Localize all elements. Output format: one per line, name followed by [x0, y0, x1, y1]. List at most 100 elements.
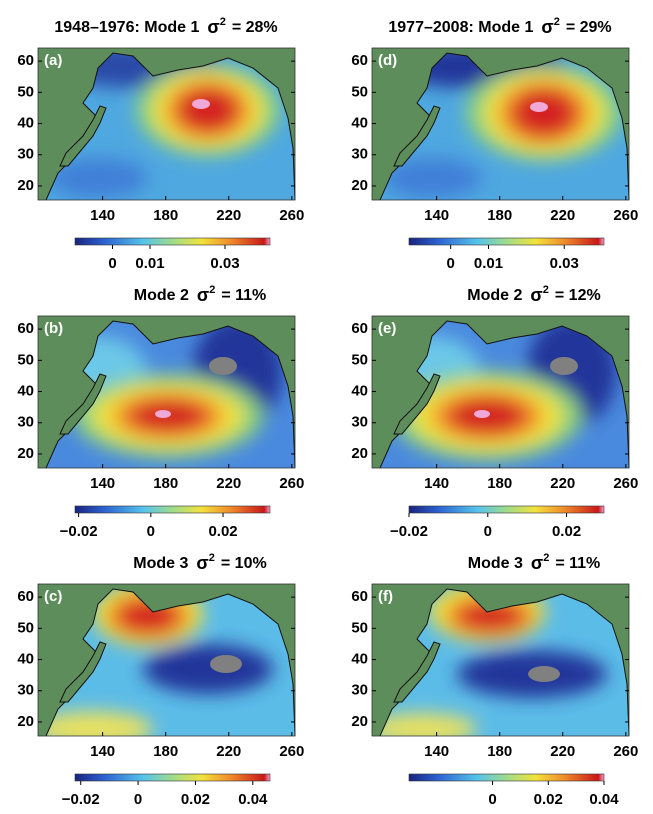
x-tick-label: 220 — [550, 475, 575, 492]
colorbar-tick-label: 0 — [134, 791, 142, 808]
field-blob — [46, 711, 153, 736]
y-tick-label: 50 — [17, 83, 34, 100]
y-tick-label: 40 — [351, 115, 368, 132]
panel-label: (f) — [378, 588, 393, 605]
panel-title: Mode 3 σ2 = 11% — [468, 552, 601, 573]
colorbar-tick-label: −0.02 — [60, 523, 98, 540]
field — [48, 53, 280, 198]
field-blob — [458, 602, 522, 630]
colorbar-tick-label: 0.04 — [238, 791, 268, 808]
x-tick-label: 220 — [550, 743, 575, 760]
y-tick-label: 40 — [17, 651, 34, 668]
panel-title: Mode 2 σ2 = 12% — [467, 284, 600, 305]
title-exponent: 2 — [209, 552, 215, 564]
field-blob — [380, 713, 477, 736]
japan — [393, 641, 441, 703]
y-tick-label: 60 — [17, 320, 34, 337]
japan — [393, 373, 441, 435]
x-tick-label: 140 — [424, 475, 449, 492]
x-tick-label: 140 — [424, 743, 449, 760]
colorbar-tick-label: 0 — [446, 255, 454, 272]
y-tick-label: 40 — [351, 651, 368, 668]
x-tick-label: 260 — [613, 207, 638, 224]
panel-title: 1977–2008: Mode 1 σ2 = 29% — [388, 16, 611, 37]
x-tick-label: 180 — [487, 475, 512, 492]
field-peak — [192, 99, 210, 109]
y-tick-label: 20 — [17, 713, 34, 730]
y-tick-label: 60 — [17, 52, 34, 69]
masked-area — [209, 357, 237, 375]
y-tick-label: 20 — [17, 177, 34, 194]
title-symbol: σ — [196, 553, 208, 573]
x-tick-label: 140 — [90, 207, 115, 224]
title-exponent: 2 — [209, 284, 215, 296]
title-heading: Mode 3 — [133, 555, 188, 572]
colorbar-tick-label: 0.03 — [550, 255, 579, 272]
field-peak — [155, 410, 171, 418]
y-tick-label: 20 — [17, 445, 34, 462]
field-blob — [178, 88, 238, 132]
x-tick-label: 220 — [216, 475, 241, 492]
x-tick-label: 140 — [90, 743, 115, 760]
x-tick-label: 180 — [487, 743, 512, 760]
x-tick-label: 180 — [153, 207, 178, 224]
colorbar — [74, 773, 271, 782]
title-symbol: σ — [541, 17, 553, 37]
title-symbol: σ — [531, 553, 543, 573]
panel-label: (e) — [378, 320, 396, 337]
japan — [59, 373, 107, 435]
title-heading: Mode 2 — [467, 287, 522, 304]
colorbar-tick-label: 0.02 — [181, 791, 210, 808]
y-tick-label: 30 — [351, 682, 368, 699]
panel-title: 1948–1976: Mode 1 σ2 = 28% — [54, 16, 277, 37]
map — [371, 583, 630, 737]
map — [37, 583, 296, 737]
japan — [393, 105, 441, 167]
title-symbol: σ — [530, 285, 542, 305]
masked-area — [550, 357, 578, 375]
title-variance: = 11% — [221, 287, 266, 304]
y-tick-label: 30 — [351, 146, 368, 163]
masked-area — [210, 655, 242, 673]
x-tick-label: 260 — [279, 475, 304, 492]
title-variance: = 11% — [555, 555, 600, 572]
title-symbol: σ — [197, 285, 209, 305]
y-tick-label: 50 — [351, 619, 368, 636]
field-peak — [530, 102, 548, 112]
x-tick-label: 180 — [153, 743, 178, 760]
x-tick-label: 260 — [279, 743, 304, 760]
x-tick-label: 180 — [153, 475, 178, 492]
title-symbol: σ — [207, 17, 219, 37]
title-exponent: 2 — [554, 16, 560, 28]
colorbar-tick-label: 0.02 — [208, 523, 237, 540]
y-tick-label: 20 — [351, 177, 368, 194]
x-tick-label: 260 — [613, 475, 638, 492]
title-heading: 1948–1976: Mode 1 — [54, 19, 199, 36]
colorbar — [408, 773, 605, 782]
panel-label: (b) — [44, 320, 63, 337]
colorbar-tick-label: −0.02 — [390, 523, 428, 540]
panel-label: (a) — [44, 52, 62, 69]
x-tick-label: 180 — [487, 207, 512, 224]
x-tick-label: 140 — [90, 475, 115, 492]
colorbar-tick-label: 0 — [488, 791, 496, 808]
title-exponent: 2 — [220, 16, 226, 28]
field-peak — [474, 410, 490, 418]
x-tick-label: 140 — [424, 207, 449, 224]
y-tick-label: 20 — [351, 713, 368, 730]
y-tick-label: 60 — [351, 52, 368, 69]
y-tick-label: 60 — [351, 320, 368, 337]
field — [48, 321, 283, 458]
colorbar — [408, 237, 605, 246]
title-variance: = 28% — [232, 19, 278, 36]
field-blob — [143, 644, 273, 694]
title-exponent: 2 — [543, 284, 549, 296]
title-heading: Mode 2 — [134, 287, 189, 304]
colorbar-tick-label: 0.03 — [210, 255, 239, 272]
y-tick-label: 60 — [17, 588, 34, 605]
colorbar-tick-label: 0 — [484, 523, 492, 540]
field-blob — [48, 158, 148, 198]
colorbar-tick-label: 0.01 — [474, 255, 503, 272]
colorbar — [74, 237, 271, 246]
